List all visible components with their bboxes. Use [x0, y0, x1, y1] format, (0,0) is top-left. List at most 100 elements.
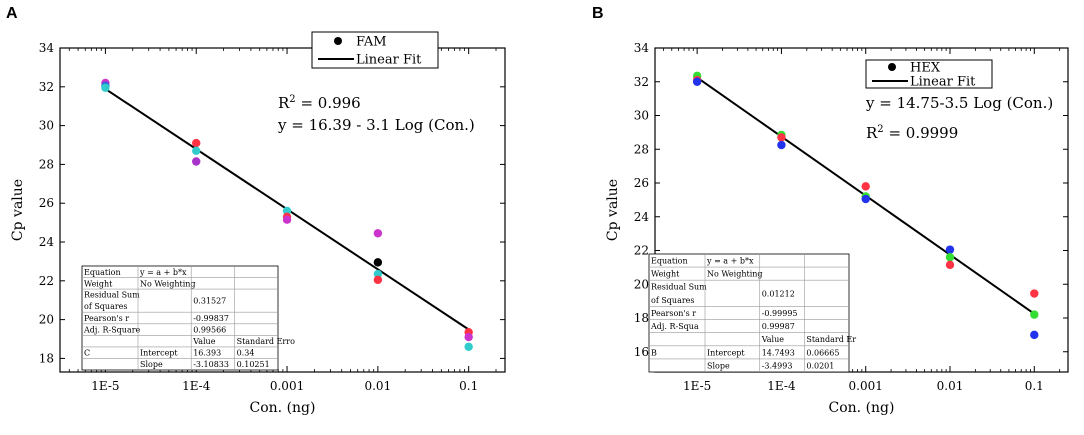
x-tick-label: 0.01 — [937, 379, 964, 393]
table-cell: 14.7493 — [762, 348, 795, 357]
table-cell: Residual Sum — [84, 290, 140, 299]
data-point — [373, 269, 383, 279]
legend-label: HEX — [910, 61, 941, 76]
y-tick-label: 24 — [39, 235, 55, 249]
y-tick-label: 18 — [634, 311, 649, 325]
legend-marker-dot — [334, 37, 342, 45]
y-tick-label: 22 — [634, 244, 649, 258]
data-point — [861, 194, 870, 204]
table-cell: Intercept — [707, 348, 745, 357]
data-point — [945, 260, 955, 270]
data-point — [373, 258, 383, 267]
data-point — [373, 229, 383, 238]
annotation-part: = 0.996 — [296, 94, 361, 112]
table-cell: Intercept — [140, 349, 178, 358]
y-tick-label: 18 — [39, 351, 54, 365]
table-cell: -3.10833 — [193, 360, 229, 369]
annotation: y = 14.75-3.5 Log (Con.) — [865, 94, 1053, 112]
x-axis-title: Con. (ng) — [829, 400, 895, 416]
x-tick-label: 1E-5 — [91, 379, 119, 393]
data-point — [945, 245, 955, 254]
table-cell: -0.99995 — [762, 309, 798, 318]
table-cell: 0.10251 — [237, 360, 270, 369]
annotation: R2 = 0.996 — [278, 94, 361, 112]
y-tick-label: 34 — [39, 41, 55, 55]
legend-label: FAM — [356, 35, 387, 50]
x-tick-label: 0.001 — [270, 379, 304, 393]
table-cell: C — [84, 349, 90, 358]
table-cell: 0.34 — [237, 349, 255, 358]
annotation-part: = 0.9999 — [884, 124, 959, 142]
legend-marker-dot — [888, 63, 896, 71]
annotation-part: 2 — [289, 94, 295, 105]
table-cell: of Squares — [651, 296, 695, 305]
table-cell: -0.99837 — [193, 314, 229, 323]
panel-a: A 18 20 22 24 26 28 30 32 34 1E-5 1E-4 0.001 0.01 0.1 C… — [6, 5, 506, 416]
data-point — [692, 77, 702, 86]
y-tick-label: 28 — [634, 142, 649, 156]
regression-table: Equation y = a + b*x Weight No WeightingRes… — [81, 265, 295, 371]
y-tick-label: 20 — [634, 277, 649, 291]
data-point — [192, 157, 201, 166]
table-cell: Pearson's r — [84, 314, 129, 323]
data-point — [464, 332, 473, 342]
regression-table: Equation y = a + b*x Weight No WeightingRes… — [648, 253, 856, 373]
data-point — [282, 215, 292, 224]
data-point — [1030, 310, 1039, 319]
annotation-part: R — [866, 124, 878, 142]
data-point — [192, 138, 201, 148]
data-point — [192, 146, 201, 156]
table-cell: y = a + b*x — [139, 268, 187, 277]
data-point — [777, 140, 786, 150]
y-tick-label: 26 — [39, 196, 54, 210]
table-cell: B — [651, 348, 657, 357]
y-tick-label: 24 — [634, 210, 650, 224]
y-tick-label: 32 — [39, 80, 54, 94]
legend-frame — [311, 31, 439, 69]
data-point — [282, 206, 292, 216]
y-tick-label: 22 — [39, 274, 54, 288]
y-tick-label: 28 — [39, 157, 54, 171]
x-axis-title: Con. (ng) — [250, 400, 316, 416]
annotation: y = 16.39 - 3.1 Log (Con.) — [277, 116, 475, 134]
annotation: R2 = 0.9999 — [866, 124, 958, 142]
table-cell: Slope — [140, 360, 163, 369]
legend: FAM Linear Fit — [311, 31, 439, 69]
table-cell: Equation — [84, 268, 121, 277]
legend-frame — [865, 59, 993, 89]
legend-label: Linear Fit — [356, 53, 422, 68]
table-cell: Slope — [707, 361, 730, 370]
x-tick-label: 1E-4 — [182, 379, 211, 393]
table-cell: 0.31527 — [193, 297, 226, 306]
table-cell: 16.393 — [193, 349, 221, 358]
table-cell: Standard Er — [806, 335, 856, 344]
table-cell: Adj. R-Square — [83, 326, 141, 335]
table-frame — [648, 253, 850, 373]
x-tick-label: 0.01 — [364, 379, 391, 393]
table-cell: 0.01212 — [762, 289, 795, 298]
x-tick-label: 1E-5 — [683, 379, 711, 393]
table-cell: Pearson's r — [651, 309, 696, 318]
table-cell: Weight — [84, 279, 113, 288]
y-axis-title: Cp value — [605, 179, 621, 241]
annotation-part: 2 — [877, 124, 883, 135]
table-cell: y = a + b*x — [706, 257, 754, 266]
table-cell: Standard Erro — [237, 337, 295, 346]
x-tick-label: 0.001 — [849, 379, 883, 393]
data-point — [945, 253, 955, 262]
table-cell: 0.99566 — [193, 326, 226, 335]
x-tick-label: 0.1 — [1025, 379, 1044, 393]
y-tick-label: 30 — [634, 109, 649, 123]
table-cell: 0.06665 — [806, 348, 839, 357]
table-cell: of Squares — [84, 302, 128, 311]
x-tick-label: 0.1 — [459, 379, 478, 393]
data-point — [464, 342, 473, 351]
table-cell: Residual Sum — [651, 283, 707, 292]
table-cell: Equation — [651, 257, 688, 266]
table-cell: Weight — [651, 270, 680, 279]
table-cell: No Weighting — [707, 270, 763, 279]
y-tick-label: 32 — [634, 75, 649, 89]
data-point — [101, 83, 110, 92]
data-point — [861, 182, 870, 191]
